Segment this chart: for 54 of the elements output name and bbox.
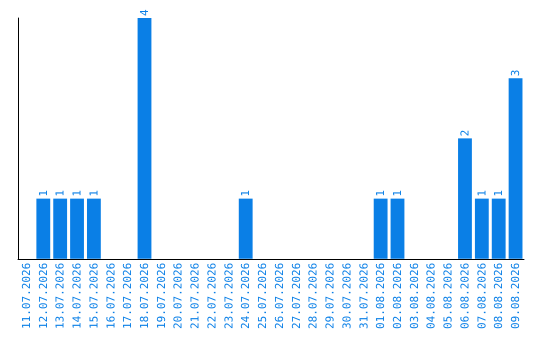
x-tick-label: 03.08.2026 (408, 262, 421, 330)
bar (138, 18, 152, 259)
x-tick-label: 11.07.2026 (20, 262, 33, 330)
x-tick-label: 12.07.2026 (36, 262, 50, 330)
data-label: 3 (509, 70, 522, 76)
x-tick-label: 23.07.2026 (222, 262, 236, 330)
bar (86, 198, 101, 259)
bar (374, 198, 388, 259)
x-tick-label: 17.07.2026 (121, 262, 134, 330)
bar (36, 198, 50, 259)
data-label: 2 (458, 130, 472, 136)
x-tick-label: 13.07.2026 (54, 262, 67, 330)
x-tick-label: 15.07.2026 (87, 262, 100, 330)
x-tick-label: 31.07.2026 (357, 262, 370, 330)
data-label: 1 (374, 190, 388, 197)
x-tick-label: 21.07.2026 (188, 262, 202, 330)
data-label: 1 (36, 190, 50, 197)
data-label: 1 (391, 190, 404, 197)
x-tick-label: 01.08.2026 (374, 262, 388, 330)
bar (53, 198, 68, 259)
x-tick-label: 24.07.2026 (239, 262, 252, 330)
data-label: 1 (492, 190, 506, 197)
bar (238, 198, 253, 259)
bar (390, 198, 404, 259)
bar (70, 198, 84, 259)
x-tick-label: 28.07.2026 (306, 262, 320, 330)
x-tick-label: 04.08.2026 (424, 262, 438, 330)
bar (492, 198, 506, 259)
x-tick-label: 09.08.2026 (509, 262, 522, 330)
x-tick-label: 05.08.2026 (442, 262, 455, 330)
x-tick-label: 16.07.2026 (104, 262, 118, 330)
x-tick-label: 07.08.2026 (475, 262, 488, 330)
x-tick-label: 30.07.2026 (340, 262, 354, 330)
data-label: 4 (138, 9, 151, 16)
bar (474, 198, 489, 259)
x-tick-label: 08.08.2026 (492, 262, 506, 330)
x-tick-label: 18.07.2026 (138, 262, 151, 330)
data-label: 1 (87, 190, 100, 197)
bar (508, 78, 522, 259)
data-label: 1 (54, 190, 67, 197)
x-tick-label: 29.07.2026 (324, 262, 337, 330)
x-tick-label: 27.07.2026 (290, 262, 303, 330)
x-tick-label: 25.07.2026 (256, 262, 270, 330)
bar (458, 138, 472, 259)
x-tick-label: 06.08.2026 (458, 262, 472, 330)
data-label: 1 (70, 190, 84, 197)
x-tick-label: 20.07.2026 (172, 262, 185, 330)
data-label: 1 (239, 190, 252, 197)
x-tick-label: 02.08.2026 (391, 262, 404, 330)
x-tick-label: 26.07.2026 (272, 262, 286, 330)
x-tick-label: 22.07.2026 (205, 262, 218, 330)
x-tick-label: 14.07.2026 (70, 262, 84, 330)
x-tick-label: 19.07.2026 (154, 262, 168, 330)
data-label: 1 (475, 190, 488, 197)
